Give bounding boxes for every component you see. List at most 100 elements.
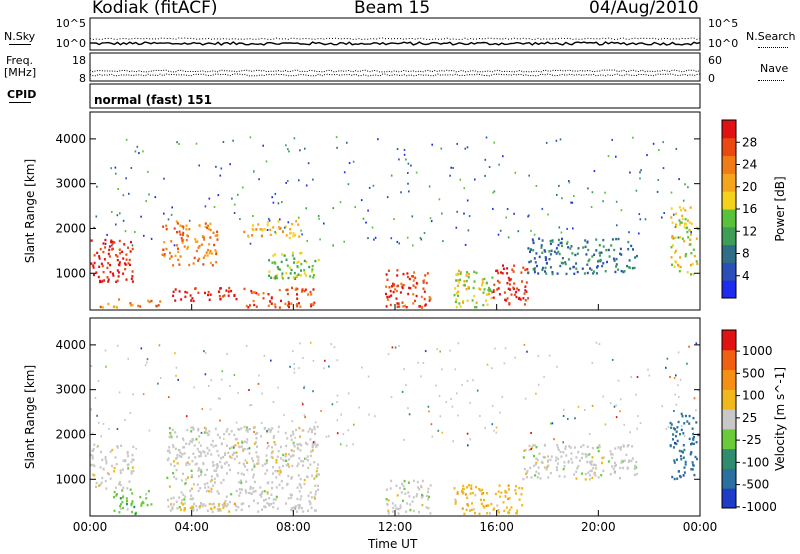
data-cell xyxy=(232,445,235,448)
data-cell xyxy=(183,509,186,512)
data-cell xyxy=(292,433,295,436)
data-cell xyxy=(636,427,638,430)
data-cell xyxy=(495,431,498,434)
data-cell xyxy=(297,273,300,276)
data-cell xyxy=(568,180,570,182)
data-cell xyxy=(314,432,316,436)
data-cell xyxy=(428,495,430,499)
data-cell xyxy=(120,503,122,506)
data-cell xyxy=(116,279,119,282)
data-cell xyxy=(113,241,116,244)
data-cell xyxy=(588,453,591,456)
data-cell xyxy=(300,269,302,272)
data-cell xyxy=(697,389,700,392)
data-cell xyxy=(400,191,402,194)
data-cell xyxy=(481,488,484,492)
data-cell xyxy=(547,459,549,462)
data-cell xyxy=(282,464,284,468)
data-cell xyxy=(273,434,276,438)
data-cell xyxy=(575,262,578,265)
data-cell xyxy=(490,502,493,506)
data-cell xyxy=(471,299,474,302)
data-cell xyxy=(183,507,186,510)
data-cell xyxy=(515,492,517,495)
data-cell xyxy=(424,274,427,277)
data-cell xyxy=(203,431,206,434)
data-cell xyxy=(465,508,468,512)
data-cell xyxy=(465,279,468,283)
nsky-tick-low: 10^0 xyxy=(56,37,86,50)
data-cell xyxy=(570,452,573,455)
data-cell xyxy=(420,496,423,499)
data-cell xyxy=(93,443,96,446)
data-cell xyxy=(175,468,178,472)
data-cell xyxy=(285,144,287,147)
data-cell xyxy=(595,249,598,252)
colorbar-title: Velocity [m s^-1] xyxy=(773,367,787,471)
data-cell xyxy=(243,287,246,291)
data-cell xyxy=(310,293,313,296)
data-cell xyxy=(584,473,587,476)
data-cell xyxy=(108,428,110,430)
data-cell xyxy=(235,297,238,301)
nave-tick-low: 0 xyxy=(708,72,715,85)
data-cell xyxy=(547,213,549,216)
data-cell xyxy=(521,504,524,507)
data-cell xyxy=(279,469,282,472)
data-cell xyxy=(468,215,471,218)
data-cell xyxy=(601,461,603,465)
data-cell xyxy=(678,178,680,181)
data-cell xyxy=(614,270,617,274)
data-cell xyxy=(182,446,185,449)
data-cell xyxy=(392,284,395,287)
data-cell xyxy=(415,294,418,298)
data-cell xyxy=(307,162,310,165)
data-cell xyxy=(312,273,315,277)
data-cell xyxy=(506,272,509,275)
data-cell xyxy=(189,497,192,501)
data-cell xyxy=(562,467,565,471)
data-cell xyxy=(275,495,278,499)
data-cell xyxy=(537,466,540,469)
data-cell xyxy=(142,150,144,153)
data-cell xyxy=(246,438,249,441)
data-cell xyxy=(674,249,677,253)
data-cell xyxy=(172,445,175,449)
data-cell xyxy=(328,435,330,438)
data-cell xyxy=(180,237,183,240)
data-cell xyxy=(202,263,205,266)
data-cell xyxy=(180,479,183,482)
data-cell xyxy=(177,258,180,262)
colorbar-tick-label: 100 xyxy=(742,389,765,403)
data-cell xyxy=(298,367,300,370)
data-cell xyxy=(690,468,693,471)
data-cell xyxy=(387,512,390,515)
data-cell xyxy=(277,430,280,433)
data-cell xyxy=(314,259,317,263)
data-cell xyxy=(681,217,684,221)
data-cell xyxy=(111,464,113,468)
colorbar-swatch xyxy=(722,369,736,390)
data-cell xyxy=(669,421,672,425)
data-cell xyxy=(394,346,397,349)
data-cell xyxy=(203,426,206,430)
data-cell xyxy=(304,288,307,291)
data-cell xyxy=(176,222,179,225)
data-cell xyxy=(258,178,260,181)
data-cell xyxy=(520,271,523,274)
nsky-tick-high: 10^5 xyxy=(56,17,86,30)
data-cell xyxy=(118,482,120,486)
data-cell xyxy=(279,218,281,221)
data-cell xyxy=(206,468,208,472)
data-cell xyxy=(176,141,178,144)
data-cell xyxy=(170,503,173,506)
data-cell xyxy=(256,462,259,465)
data-cell xyxy=(457,269,460,273)
data-cell xyxy=(257,382,260,385)
data-cell xyxy=(483,288,486,291)
data-cell xyxy=(558,226,561,229)
data-cell xyxy=(277,202,280,205)
data-cell xyxy=(173,244,176,247)
data-cell xyxy=(387,499,390,502)
data-cell xyxy=(312,441,315,444)
